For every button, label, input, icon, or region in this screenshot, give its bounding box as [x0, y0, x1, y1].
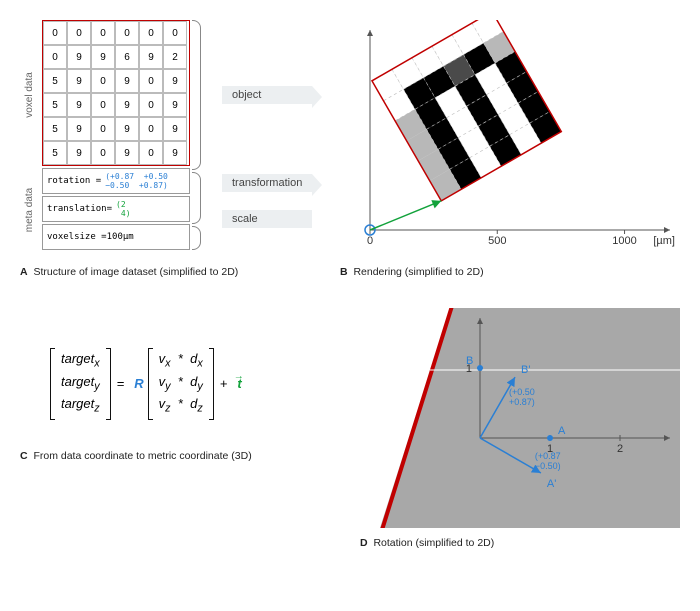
meta-voxelsize-label: voxelsize = — [47, 232, 107, 242]
voxel-cell: 9 — [91, 45, 115, 69]
voxel-cell: 0 — [139, 93, 163, 117]
rendering-svg: 0 500 1000 [µm] — [340, 20, 680, 260]
figure: voxel data meta data 0000000996925909095… — [20, 20, 680, 549]
voxel-cell: 0 — [115, 21, 139, 45]
meta-rotation-label: rotation = — [47, 176, 101, 186]
voxel-cell: 9 — [67, 45, 91, 69]
rotation-svg: 121ABB'A'(+0.50 +0.87)(+0.87 −0.50) — [360, 308, 680, 528]
caption-d: D Rotation (simplified to 2D) — [360, 537, 680, 549]
svg-text:1000: 1000 — [612, 235, 636, 247]
caption-a: A Structure of image dataset (simplified… — [20, 266, 340, 278]
voxel-cell: 9 — [139, 45, 163, 69]
formula-target: targetx targety targetz — [55, 348, 106, 420]
voxel-cell: 0 — [139, 69, 163, 93]
svg-text:B': B' — [521, 364, 530, 376]
voxel-cell: 6 — [115, 45, 139, 69]
voxel-cell: 0 — [163, 21, 187, 45]
voxel-cell: 9 — [67, 117, 91, 141]
voxel-cell: 5 — [43, 141, 67, 165]
meta-voxelsize-value: 100µm — [107, 232, 134, 242]
voxel-cell: 9 — [115, 93, 139, 117]
voxel-cell: 0 — [139, 21, 163, 45]
voxel-cell: 0 — [139, 117, 163, 141]
panel-b: 0 500 1000 [µm] B Rendering (simplified to … — [340, 20, 680, 278]
side-label-voxel: voxel data — [0, 86, 104, 104]
panel-c: targetx targety targetz = R vx * dx vy *… — [20, 278, 360, 549]
voxel-cell: 9 — [163, 117, 187, 141]
svg-text:B: B — [466, 355, 473, 367]
voxel-cell: 9 — [115, 141, 139, 165]
svg-text:2: 2 — [617, 443, 623, 455]
formula-R: R — [134, 376, 143, 391]
caption-b: B Rendering (simplified to 2D) — [340, 266, 680, 278]
brace-labels: object transformation scale — [210, 20, 312, 260]
voxel-cell: 0 — [91, 117, 115, 141]
svg-text:[µm]: [µm] — [653, 235, 675, 247]
panel-a: voxel data meta data 0000000996925909095… — [20, 20, 340, 278]
meta-rotation-matrix: (+0.87 +0.50 −0.50 +0.87) — [105, 172, 168, 190]
svg-text:(+0.50: (+0.50 — [509, 387, 535, 397]
meta-voxelsize: voxelsize = 100µm — [42, 224, 190, 250]
meta-rotation: rotation = (+0.87 +0.50 −0.50 +0.87) — [42, 168, 190, 194]
brace-column — [190, 20, 210, 260]
svg-text:A': A' — [547, 478, 556, 490]
voxel-cell: 0 — [91, 21, 115, 45]
formula-t: t→ — [237, 376, 251, 391]
label-object: object — [222, 86, 312, 104]
side-label-meta: meta data — [0, 201, 69, 219]
panel-d: 121ABB'A'(+0.50 +0.87)(+0.87 −0.50) D Ro… — [360, 278, 680, 549]
voxel-cell: 0 — [43, 21, 67, 45]
voxel-cell: 9 — [115, 117, 139, 141]
caption-c: C From data coordinate to metric coordin… — [20, 450, 360, 462]
formula-inner: vx * dx vy * dy vz * dz — [153, 348, 209, 420]
voxel-cell: 0 — [139, 141, 163, 165]
label-transformation: transformation — [222, 174, 312, 192]
svg-text:500: 500 — [488, 235, 506, 247]
svg-text:0: 0 — [367, 235, 373, 247]
voxel-cell: 5 — [43, 117, 67, 141]
svg-text:+0.87): +0.87) — [509, 397, 535, 407]
meta-translation-vec: (2 4) — [116, 200, 130, 218]
voxel-cell: 0 — [67, 21, 91, 45]
svg-text:A: A — [558, 425, 566, 437]
voxel-cell: 0 — [91, 141, 115, 165]
voxel-cell: 9 — [115, 69, 139, 93]
voxel-cell: 9 — [163, 69, 187, 93]
voxel-cell: 9 — [67, 141, 91, 165]
voxel-cell: 0 — [43, 45, 67, 69]
voxel-cell: 2 — [163, 45, 187, 69]
svg-text:(+0.87: (+0.87 — [535, 451, 561, 461]
voxel-cell: 9 — [163, 141, 187, 165]
svg-text:−0.50): −0.50) — [535, 461, 561, 471]
formula: targetx targety targetz = R vx * dx vy *… — [50, 348, 360, 420]
voxel-cell: 9 — [163, 93, 187, 117]
label-scale: scale — [222, 210, 312, 228]
